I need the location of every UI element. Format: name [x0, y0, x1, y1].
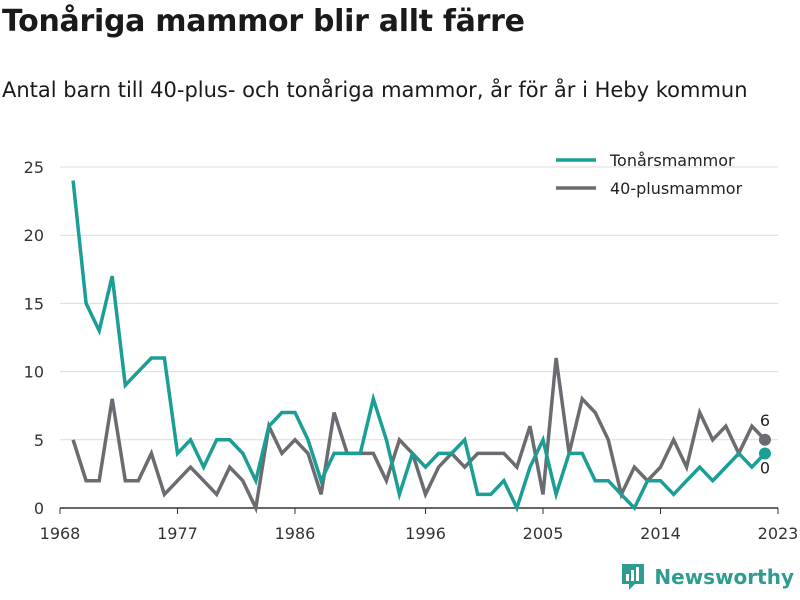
- y-tick-label: 25: [24, 158, 44, 177]
- grid-lines: [60, 166, 778, 509]
- y-tick-label: 20: [24, 226, 44, 245]
- x-tick-label: 1986: [275, 524, 316, 543]
- y-tick-label: 5: [34, 431, 44, 450]
- end-value-label: 0: [760, 458, 770, 477]
- x-tick-label: 1977: [157, 524, 198, 543]
- brand-logo[interactable]: Newsworthy: [620, 562, 794, 592]
- series-line-fortyplus: [71, 357, 767, 514]
- end-point-marker: [758, 447, 771, 460]
- brand-name: Newsworthy: [654, 565, 794, 589]
- x-tick-label: 1996: [405, 524, 446, 543]
- end-markers: 60: [758, 411, 771, 477]
- series-line-tonarsmammor: [71, 180, 767, 513]
- bar-chart-logo-icon: [622, 564, 645, 590]
- y-tick-label: 15: [24, 294, 44, 313]
- end-value-label: 6: [760, 411, 770, 430]
- x-tick-label: 2014: [640, 524, 681, 543]
- x-tick-label: 1968: [40, 524, 81, 543]
- chart-title: Tonåriga mammor blir allt färre: [2, 4, 525, 39]
- series-lines: [71, 180, 767, 514]
- x-axis-ticks: 1968 1977 1986 1996 2005 2014 2023: [40, 508, 799, 543]
- x-tick-label: 2023: [758, 524, 799, 543]
- y-tick-label: 0: [34, 499, 44, 518]
- legend-label: Tonårsmammor: [609, 151, 735, 170]
- x-tick-label: 2005: [523, 524, 564, 543]
- legend-label: 40-plusmammor: [610, 179, 743, 198]
- y-tick-label: 10: [24, 363, 44, 382]
- y-axis-ticks: 0 5 10 15 20 25: [24, 158, 44, 518]
- chart-subtitle: Antal barn till 40-plus- och tonåriga ma…: [2, 78, 748, 102]
- end-point-marker: [758, 433, 771, 446]
- legend: Tonårsmammor 40-plusmammor: [556, 151, 743, 198]
